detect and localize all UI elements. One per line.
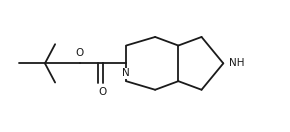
Text: NH: NH xyxy=(229,58,244,68)
Text: O: O xyxy=(99,87,107,97)
Text: O: O xyxy=(76,48,84,58)
Text: N: N xyxy=(122,68,130,78)
